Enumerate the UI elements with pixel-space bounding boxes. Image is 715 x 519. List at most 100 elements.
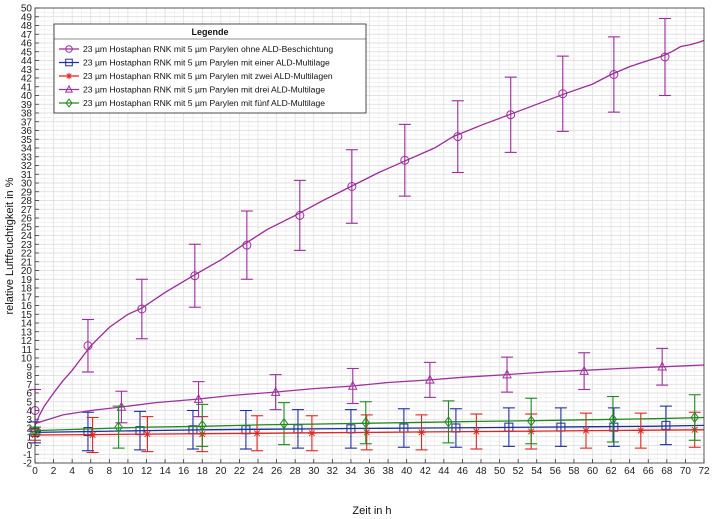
y-axis-label: relative Luftfeuchtigkeit in % [4, 177, 16, 314]
x-tick-label: 4 [69, 466, 75, 477]
y-tick-label: 38 [21, 109, 33, 120]
x-tick-label: 64 [624, 466, 636, 477]
y-tick-label: 30 [21, 179, 33, 190]
x-tick-label: 62 [606, 466, 618, 477]
legend-marker [65, 58, 73, 67]
y-tick-label: 44 [21, 56, 33, 67]
y-tick-label: 39 [21, 100, 33, 111]
x-tick-label: 68 [661, 466, 673, 477]
data-point [472, 427, 481, 436]
data-point [417, 428, 426, 437]
data-point [362, 428, 371, 437]
x-tick-label: 34 [345, 466, 357, 477]
legend-label: 23 µm Hostaphan RNK mit 5 µm Parylen mit… [83, 85, 325, 95]
y-tick-label: 0 [26, 441, 32, 452]
y-tick-label: 50 [21, 4, 33, 15]
y-tick-label: 2 [26, 424, 32, 435]
y-tick-label: 10 [21, 354, 33, 365]
data-point [400, 155, 410, 165]
y-tick-label: 45 [21, 47, 33, 58]
data-point [83, 341, 93, 351]
data-point [581, 426, 590, 435]
data-point [526, 415, 536, 427]
y-tick-label: 12 [21, 336, 33, 347]
y-tick-label: -1 [23, 450, 32, 461]
y-tick-label: 15 [21, 310, 33, 321]
legend-marker [65, 98, 73, 108]
legend-items: 23 µm Hostaphan RNK mit 5 µm Parylen ohn… [59, 44, 333, 108]
y-tick-label: 27 [21, 205, 33, 216]
series-1 [29, 17, 705, 433]
y-tick-label: 11 [22, 345, 33, 356]
y-tick-label: 47 [21, 30, 33, 41]
y-tick-label: 23 [21, 240, 33, 251]
y-tick-label: 22 [21, 249, 33, 260]
data-point [270, 386, 281, 396]
x-tick-label: 48 [475, 466, 487, 477]
series-2 [29, 405, 705, 452]
y-tick-label: 7 [26, 380, 32, 391]
y-tick-label: 46 [21, 39, 33, 50]
data-point [307, 429, 316, 438]
x-tick-label: 52 [513, 466, 525, 477]
legend-label: 23 µm Hostaphan RNK mit 5 µm Parylen mit… [83, 58, 330, 68]
data-point [279, 417, 289, 430]
y-tick-label: 43 [21, 65, 33, 76]
series-line [34, 424, 705, 434]
x-axis-label: Zeit in h [352, 505, 391, 517]
data-point [661, 420, 671, 430]
y-tick-label: 16 [21, 301, 33, 312]
x-tick-label: 16 [178, 466, 190, 477]
x-tick-label: 26 [271, 466, 283, 477]
data-point [690, 411, 699, 424]
data-point [114, 421, 123, 433]
data-point [609, 70, 619, 79]
x-tick-label: 6 [88, 466, 94, 477]
legend-label: 23 µm Hostaphan RNK mit 5 µm Parylen mit… [83, 98, 325, 108]
data-point [193, 393, 204, 403]
x-tick-label: 12 [141, 466, 153, 477]
series-5 [29, 394, 705, 449]
x-tick-label: 58 [568, 466, 580, 477]
data-point [579, 365, 589, 375]
y-axis-ticks: -2-1012345678910111213141516171819202122… [21, 4, 39, 470]
y-tick-label: 24 [21, 231, 33, 242]
legend-label: 23 µm Hostaphan RNK mit 5 µm Parylen ohn… [83, 44, 333, 54]
legend-label: 23 µm Hostaphan RNK mit 5 µm Parylen mit… [83, 71, 333, 81]
data-point [83, 427, 93, 436]
y-tick-label: 37 [21, 117, 33, 128]
data-point [425, 374, 435, 384]
data-point [608, 413, 618, 425]
data-point [295, 210, 305, 220]
y-tick-label: 4 [26, 406, 32, 417]
x-tick-label: 20 [215, 466, 227, 477]
data-point [657, 361, 668, 371]
data-point [361, 417, 371, 429]
y-tick-label: 13 [21, 327, 33, 338]
y-tick-label: 42 [21, 74, 33, 85]
x-tick-label: 32 [327, 466, 339, 477]
x-tick-label: 40 [401, 466, 413, 477]
x-tick-label: 70 [680, 466, 692, 477]
y-tick-label: 14 [21, 319, 33, 330]
y-tick-label: 33 [21, 152, 33, 163]
x-tick-label: 2 [51, 466, 57, 477]
data-point [253, 429, 262, 438]
y-tick-label: 31 [21, 170, 33, 181]
data-point [347, 182, 357, 191]
y-tick-label: 36 [21, 126, 33, 137]
data-point [143, 430, 152, 439]
x-tick-label: 0 [32, 466, 38, 477]
x-tick-label: 30 [308, 466, 320, 477]
data-point [347, 380, 358, 390]
data-point [137, 304, 147, 314]
x-tick-label: 36 [364, 466, 376, 477]
legend: Legende 23 µm Hostaphan RNK mit 5 µm Par… [53, 23, 367, 114]
y-tick-label: 6 [26, 389, 32, 400]
x-tick-label: 60 [587, 466, 599, 477]
y-tick-label: 35 [21, 135, 33, 146]
y-tick-label: 32 [21, 161, 33, 172]
y-tick-label: 40 [21, 91, 33, 102]
plot-frame [34, 7, 705, 464]
y-tick-label: 1 [26, 432, 32, 443]
